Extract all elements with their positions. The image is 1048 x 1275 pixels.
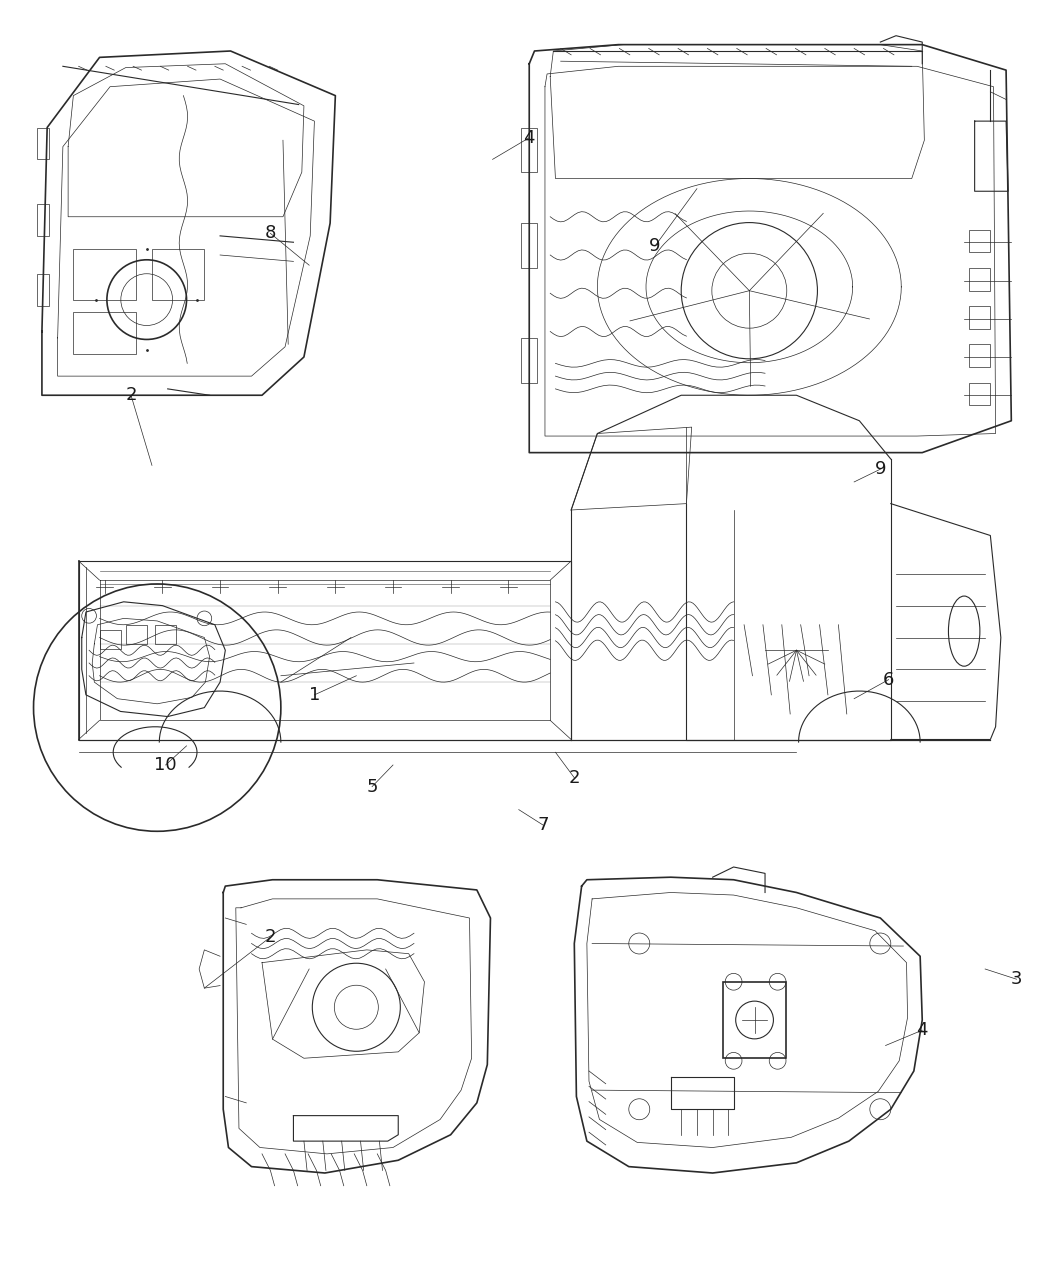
Text: 2: 2 xyxy=(569,769,580,787)
Bar xyxy=(521,223,537,268)
Text: 2: 2 xyxy=(126,386,136,404)
Bar xyxy=(521,128,537,172)
Bar xyxy=(73,249,136,300)
Text: 10: 10 xyxy=(154,756,177,774)
Bar xyxy=(152,249,204,300)
Bar xyxy=(969,306,990,329)
Text: 9: 9 xyxy=(875,460,886,478)
Text: 7: 7 xyxy=(538,816,548,834)
Bar xyxy=(969,268,990,291)
Bar xyxy=(521,338,537,382)
Bar xyxy=(969,230,990,252)
Bar xyxy=(723,982,786,1058)
Text: 8: 8 xyxy=(265,224,276,242)
Bar xyxy=(126,625,147,644)
Bar xyxy=(155,625,176,644)
Text: 2: 2 xyxy=(265,928,276,946)
Bar xyxy=(73,312,136,354)
Text: 4: 4 xyxy=(917,1021,927,1039)
Bar xyxy=(37,274,49,306)
Text: 1: 1 xyxy=(309,686,320,704)
Bar xyxy=(37,204,49,236)
Text: 4: 4 xyxy=(524,129,534,147)
Text: 3: 3 xyxy=(1011,970,1022,988)
Bar xyxy=(969,382,990,405)
Bar xyxy=(100,630,121,649)
Text: 9: 9 xyxy=(650,237,660,255)
Bar xyxy=(969,344,990,367)
Text: 6: 6 xyxy=(883,671,894,688)
Bar xyxy=(37,128,49,159)
Text: 5: 5 xyxy=(367,778,377,796)
